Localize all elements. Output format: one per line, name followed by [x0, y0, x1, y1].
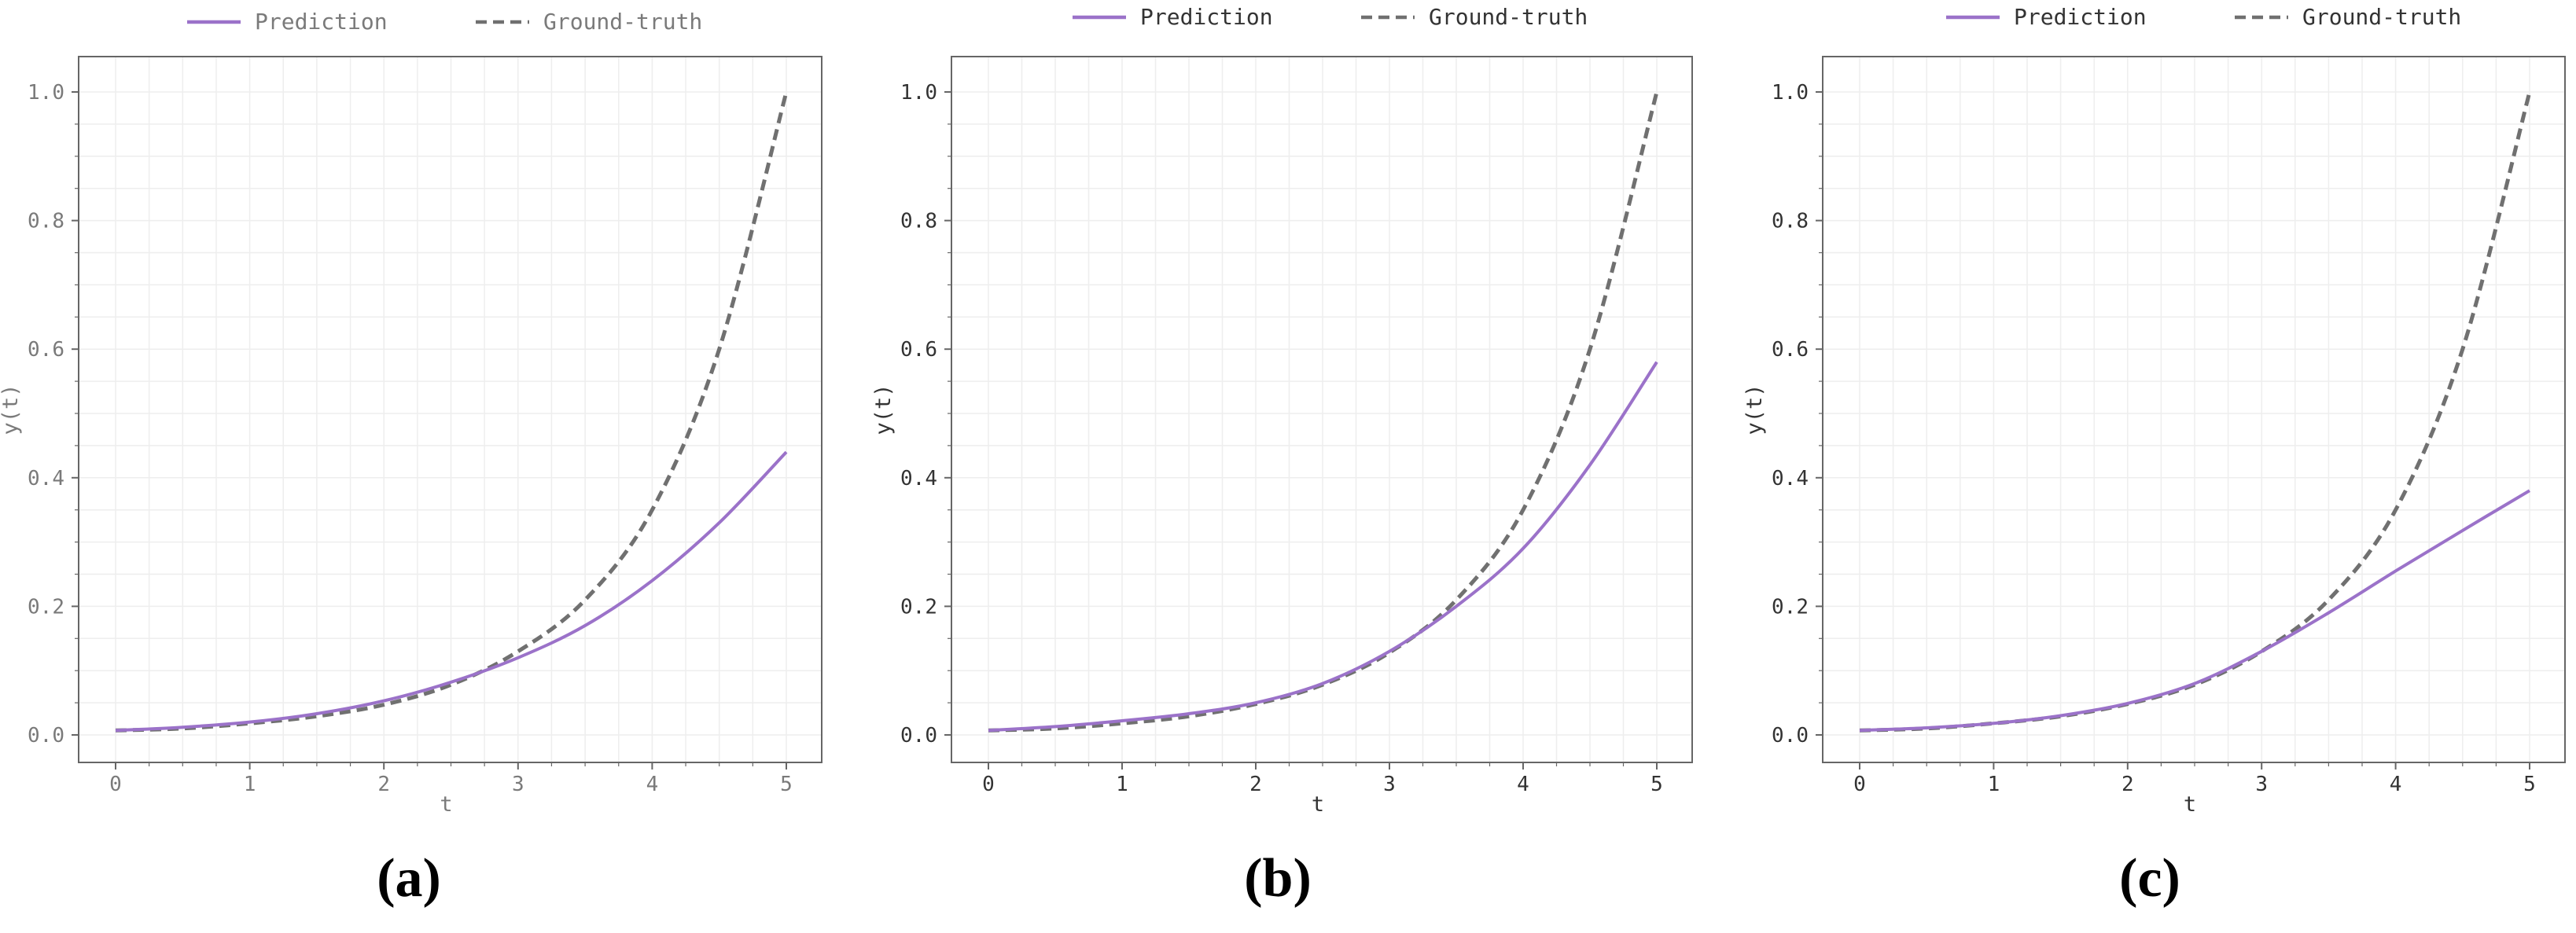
- x-tick-label: 1: [1116, 773, 1128, 796]
- chart-panel-a: 0 1 2 3 4 5 0.0 0.2 0.4 0.6 0.8 1.0 t y(t) Prediction G…: [0, 9, 822, 909]
- x-tick-label: 5: [780, 773, 793, 796]
- y-tick-label: 0.8: [900, 210, 937, 233]
- x-tick-label: 3: [2255, 773, 2268, 796]
- y-axis-title: y(t): [0, 384, 23, 435]
- y-tick-label: 0.6: [1772, 338, 1809, 362]
- x-tick-label: 1: [244, 773, 256, 796]
- y-tick-label: 0.4: [28, 467, 64, 490]
- y-axis-title: y(t): [871, 384, 896, 435]
- chart-panel-c: 0 1 2 3 4 5 0.0 0.2 0.4 0.6 0.8 1.0 t y(t) Prediction G…: [1742, 4, 2566, 909]
- x-tick-label: 0: [109, 773, 122, 796]
- y-tick-label: 0.6: [900, 338, 937, 362]
- panel-caption: (a): [377, 848, 441, 909]
- legend-label-ground-truth: Ground-truth: [543, 9, 702, 35]
- grid: [1823, 57, 2565, 762]
- legend-label-prediction: Prediction: [1140, 4, 1273, 30]
- y-tick-label: 0.4: [1772, 467, 1809, 490]
- legend-label-ground-truth: Ground-truth: [2302, 4, 2461, 30]
- y-tick-label: 0.0: [900, 724, 937, 748]
- y-tick-label: 1.0: [900, 81, 937, 105]
- x-tick-label: 0: [1853, 773, 1866, 796]
- panel-caption: (c): [2119, 848, 2180, 909]
- plot-frame: [1822, 56, 2566, 763]
- y-tick-label: 0.4: [900, 467, 937, 490]
- legend: Prediction Ground-truth: [1946, 4, 2461, 30]
- x-tick-label: 4: [646, 773, 659, 796]
- x-tick-label: 4: [2390, 773, 2402, 796]
- y-tick-label: 0.8: [1772, 210, 1809, 233]
- x-tick-label: 0: [982, 773, 995, 796]
- series-line-prediction: [1859, 489, 2531, 733]
- legend-label-ground-truth: Ground-truth: [1429, 4, 1588, 30]
- x-tick-label: 1: [1988, 773, 2000, 796]
- y-tick-label: 0.2: [28, 595, 64, 619]
- x-tick-label: 5: [2523, 773, 2536, 796]
- x-axis-title: t: [440, 792, 452, 817]
- y-tick-label: 0.6: [28, 338, 64, 362]
- legend-label-prediction: Prediction: [255, 9, 388, 35]
- plot-frame: [951, 56, 1693, 763]
- y-tick-label: 1.0: [1772, 81, 1809, 105]
- x-tick-label: 5: [1650, 773, 1663, 796]
- x-tick-label: 2: [1249, 773, 1262, 796]
- x-tick-label: 2: [2122, 773, 2134, 796]
- y-tick-label: 1.0: [28, 81, 64, 105]
- x-tick-label: 2: [377, 773, 390, 796]
- y-tick-label: 0.8: [28, 210, 64, 233]
- legend: Prediction Ground-truth: [1073, 4, 1588, 30]
- y-tick-label: 0.0: [1772, 724, 1809, 748]
- x-tick-label: 3: [1383, 773, 1396, 796]
- y-axis-title: y(t): [1742, 384, 1767, 435]
- plot-area: [951, 57, 1692, 762]
- panel-caption: (b): [1244, 848, 1312, 909]
- series-line-prediction: [988, 361, 1658, 733]
- legend: Prediction Ground-truth: [187, 9, 702, 35]
- grid: [951, 57, 1692, 762]
- x-tick-label: 3: [512, 773, 524, 796]
- chart-panel-b: 0 1 2 3 4 5 0.0 0.2 0.4 0.6 0.8 1.0 t y(t) Prediction G…: [871, 4, 1693, 909]
- x-axis-title: t: [2184, 792, 2196, 817]
- x-tick-label: 4: [1517, 773, 1529, 796]
- grid: [79, 57, 822, 762]
- plot-area: [79, 57, 822, 762]
- x-axis-title: t: [1312, 792, 1324, 817]
- plot-area: [1823, 57, 2565, 762]
- series-line-prediction: [115, 450, 788, 733]
- legend-label-prediction: Prediction: [2014, 4, 2147, 30]
- plot-frame: [78, 56, 822, 763]
- y-tick-label: 0.2: [900, 595, 937, 619]
- y-tick-label: 0.2: [1772, 595, 1809, 619]
- y-tick-label: 0.0: [28, 724, 64, 748]
